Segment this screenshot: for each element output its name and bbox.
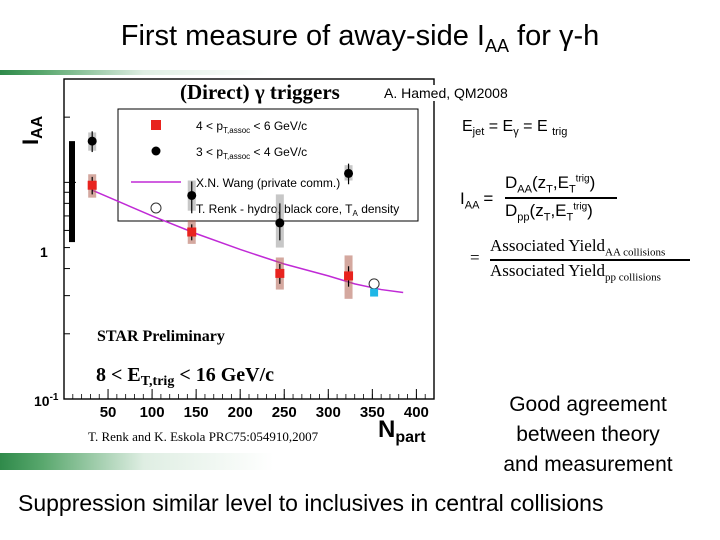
conclusion-text: Suppression similar level to inclusives …	[18, 490, 604, 516]
xtick-label: 150	[184, 404, 209, 421]
iaa-chart: IAA (Direct) γ triggers 4 < pT,assoc < 6…	[18, 78, 435, 446]
xtick-label: 200	[228, 404, 253, 421]
formula-eq2: =	[470, 248, 480, 267]
xtick-label: 100	[140, 404, 165, 421]
preliminary-label: STAR Preliminary	[97, 328, 225, 345]
ytick-label-1: 1	[40, 244, 48, 260]
xtick-label: 350	[360, 404, 385, 421]
axis-ticks: 50 100 150 200 250 300 350 400	[63, 78, 435, 421]
ytick-label-0.1: 10-1	[34, 392, 59, 409]
plot-panel: IAA (Direct) γ triggers 4 < pT,assoc < 6…	[0, 75, 473, 453]
legend-box	[117, 108, 419, 222]
data-point-black	[344, 168, 354, 178]
xtick-label: 250	[272, 404, 297, 421]
chart-title: (Direct) γ triggers	[180, 80, 340, 104]
credit-label: A. Hamed, QM2008	[384, 85, 508, 101]
yield-denominator: Associated Yieldpp collisions	[490, 261, 661, 284]
range-label: 8 < ET,trig < 16 GeV/c	[96, 364, 274, 389]
formula-numerator: DAA(zT,ETtrig)	[505, 173, 596, 196]
scale-bar	[69, 141, 75, 243]
data-point-black	[187, 190, 197, 200]
x-axis-label: Npart	[378, 416, 426, 446]
formula-bar-1	[505, 197, 617, 199]
data-point-black	[87, 136, 97, 146]
agreement-line-1: Good agreement	[509, 393, 667, 416]
legend-label: 3 < pT,assoc < 4 GeV/c	[196, 145, 307, 161]
citation-label: T. Renk and K. Eskola PRC75:054910,2007	[88, 429, 319, 444]
legend-marker-black	[151, 146, 161, 156]
legend-label: 4 < pT,assoc < 6 GeV/c	[196, 119, 307, 135]
data-point-renk	[368, 278, 380, 290]
data-point-red	[87, 180, 97, 190]
y-axis-label: IAA	[18, 115, 46, 145]
legend-marker-red	[151, 120, 161, 130]
formula-lhs: IAA =	[460, 189, 494, 212]
formula-denominator: Dpp(zT,ETtrig)	[505, 201, 593, 224]
data-point-cyan	[370, 288, 379, 297]
data-point-red	[344, 271, 354, 281]
agreement-line-2: between theory	[516, 423, 660, 446]
formula-bar-2	[490, 259, 690, 261]
legend-marker-open	[150, 202, 162, 214]
legend-label: T. Renk - hydro, black core, TA density	[196, 202, 399, 218]
xtick-label: 400	[404, 404, 429, 421]
iaa-formula: IAA = DAA(zT,ETtrig) Dpp(zT,ETtrig) = Ass…	[450, 165, 700, 293]
yield-numerator: Associated YieldAA collisions	[490, 236, 666, 259]
data-point-black	[275, 218, 285, 228]
agreement-line-3: and measurement	[503, 453, 673, 476]
slide-title: First measure of away-side IAA for γ-h	[120, 20, 600, 56]
legend: 4 < pT,assoc < 6 GeV/c 3 < pT,assoc < 4 G…	[131, 119, 399, 218]
energy-equation: Ejet = Eγ = E trig	[462, 118, 568, 139]
xtick-label: 50	[100, 404, 117, 421]
data-point-red	[187, 227, 197, 237]
chart-marks	[69, 131, 404, 299]
data-point-red	[275, 268, 285, 278]
legend-label: X.N. Wang (private comm.)	[196, 176, 340, 190]
agreement-text: Good agreement between theory and measur…	[478, 390, 698, 480]
xtick-label: 300	[316, 404, 341, 421]
